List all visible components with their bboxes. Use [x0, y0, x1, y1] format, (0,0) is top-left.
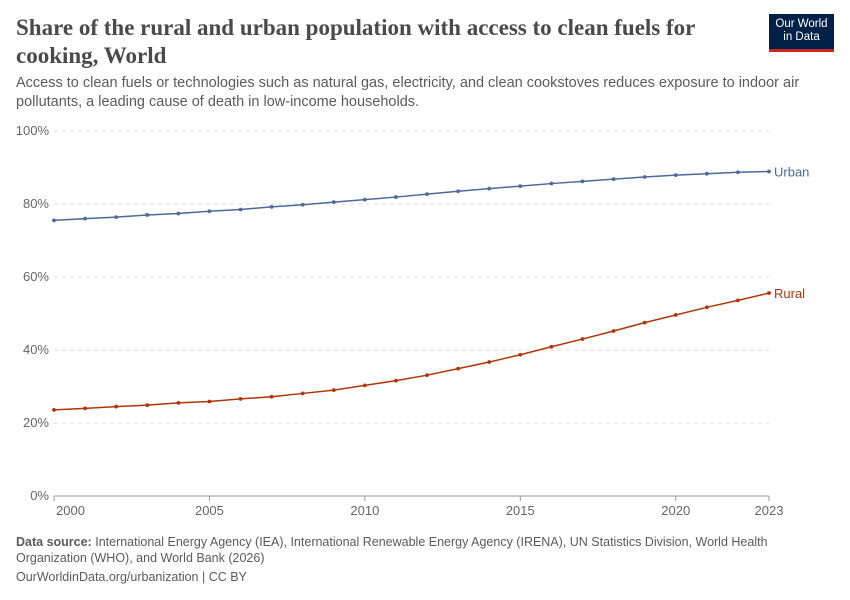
data-point	[145, 403, 150, 408]
data-point	[518, 352, 523, 357]
data-point	[456, 189, 461, 194]
series-label-urban: Urban	[774, 165, 809, 180]
data-point	[580, 337, 585, 341]
data-point	[394, 195, 398, 199]
data-point	[487, 186, 492, 191]
data-point	[425, 373, 429, 378]
data-point	[549, 181, 554, 186]
y-tick-label: 40%	[23, 342, 49, 357]
data-point	[673, 313, 678, 317]
data-point	[269, 394, 274, 399]
data-point	[611, 177, 616, 182]
x-tick-label: 2000	[56, 503, 85, 518]
x-tick-label: 2023	[755, 503, 784, 518]
data-point	[580, 179, 585, 184]
data-point	[362, 197, 367, 202]
data-point	[331, 200, 336, 205]
owid-logo[interactable]: Our World in Data	[769, 14, 834, 52]
y-tick-label: 60%	[23, 269, 49, 284]
data-point	[425, 192, 429, 197]
data-point	[611, 329, 616, 333]
y-tick-label: 100%	[16, 123, 50, 138]
x-tick-label: 2005	[195, 503, 224, 518]
data-point	[362, 383, 367, 388]
series-line-urban	[53, 170, 770, 222]
data-point	[518, 184, 523, 189]
data-point	[736, 298, 740, 303]
data-source: Data source: International Energy Agency…	[16, 534, 816, 566]
data-point	[207, 399, 212, 404]
data-point	[114, 404, 119, 409]
data-point	[456, 366, 461, 371]
chart-subtitle: Access to clean fuels or technologies su…	[16, 75, 800, 110]
data-point	[176, 401, 181, 405]
x-tick-label: 2010	[350, 503, 379, 518]
y-tick-label: 0%	[30, 488, 49, 503]
data-point	[176, 211, 181, 216]
data-point	[52, 218, 56, 223]
y-tick-label: 80%	[23, 196, 49, 211]
source-text: International Energy Agency (IEA), Inter…	[16, 535, 768, 565]
data-point	[331, 388, 336, 393]
x-tick-label: 2015	[506, 503, 535, 518]
data-point	[673, 173, 678, 178]
data-point	[238, 207, 243, 212]
logo-line2: in Data	[783, 31, 820, 43]
data-point	[767, 169, 771, 174]
x-tick-label: 2020	[661, 503, 690, 518]
data-point	[767, 291, 771, 295]
data-point	[83, 216, 87, 221]
data-point	[736, 170, 740, 175]
data-point	[207, 209, 212, 214]
data-point	[549, 344, 554, 349]
y-tick-label: 20%	[23, 415, 49, 430]
data-point	[394, 378, 398, 383]
data-point	[83, 406, 87, 411]
series-line-rural	[53, 292, 770, 411]
data-point	[300, 202, 305, 207]
data-point	[52, 407, 56, 412]
data-point	[704, 171, 709, 176]
source-label: Data source:	[16, 535, 92, 549]
data-point	[642, 320, 647, 325]
data-point	[487, 360, 492, 364]
footer-url[interactable]: OurWorldinData.org/urbanization | CC BY	[16, 570, 247, 584]
data-point	[300, 391, 305, 396]
data-point	[145, 213, 150, 217]
data-point	[269, 205, 274, 209]
logo-line1: Our World	[775, 18, 828, 30]
chart-title: Share of the rural and urban population …	[16, 15, 695, 68]
series-label-rural: Rural	[774, 286, 805, 301]
data-point	[114, 215, 119, 220]
data-point	[704, 305, 709, 310]
data-point	[642, 175, 647, 179]
data-point	[238, 397, 243, 401]
